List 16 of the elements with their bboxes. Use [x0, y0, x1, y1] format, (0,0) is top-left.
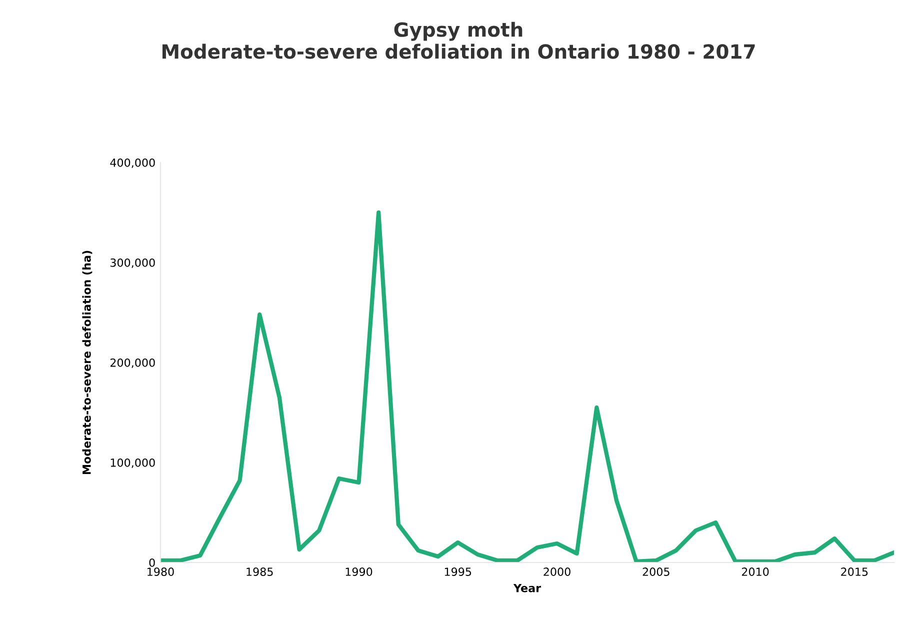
x-tick-label: 1985	[246, 568, 273, 576]
y-tick-label: 300,000	[110, 258, 155, 268]
x-tick-label: 1995	[444, 568, 472, 576]
x-tick-label: 2015	[841, 568, 868, 576]
x-tick-label: 2010	[742, 568, 769, 576]
x-tick-label: 2000	[544, 568, 570, 576]
y-axis-title: Moderate-to-severe defoliation (ha)	[82, 250, 92, 474]
x-tick-label: 2005	[642, 568, 670, 576]
x-tick-label: 1980	[148, 568, 174, 576]
y-tick-label: 400,000	[110, 158, 155, 168]
chart-title: Gypsy moth Moderate-to-severe defoliation in Ontario 1980 - 2017	[162, 22, 755, 59]
x-axis-title: Year	[513, 584, 542, 592]
y-tick-label: 200,000	[110, 358, 155, 368]
y-tick-label: 0	[149, 558, 155, 567]
x-tick-label: 1990	[346, 568, 372, 576]
y-tick-label: 100,000	[110, 458, 155, 468]
